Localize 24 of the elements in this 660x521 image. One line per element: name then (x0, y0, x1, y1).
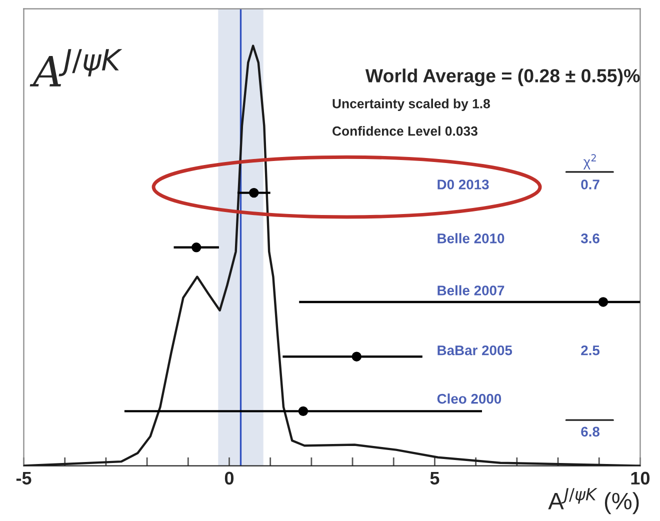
annotation: BaBar 2005 (438, 345, 512, 356)
x-tick-label: -5 (16, 472, 32, 485)
annotation: 3.6 (580, 233, 600, 244)
annotation: Confidence Level 0.033 (332, 126, 478, 136)
point (249, 188, 259, 198)
annotation: Cleo 2000 (437, 394, 502, 404)
annotation: Belle 2007 (438, 285, 504, 296)
x-tick-label: 0 (224, 472, 234, 485)
annotation: Belle 2010 (438, 233, 504, 244)
x-tick-label: 10 (631, 472, 650, 485)
annotation: χ$^{2}$ (583, 154, 596, 170)
annotation: 6.8 (581, 426, 600, 437)
point (192, 242, 202, 252)
annotation: 2.5 (581, 345, 600, 356)
annotation: A$^{J/ψK}$ (30, 49, 122, 86)
x-tick-label: 5 (430, 472, 440, 485)
point (298, 406, 308, 416)
annotation: 0.7 (581, 180, 600, 190)
x-axis-title: A$^{J/ψK}$ (%) (548, 488, 639, 514)
annotation: D0 2013 (438, 180, 489, 190)
point (598, 297, 608, 307)
annotation: World Average = (0.28 ± 0.55)% (365, 68, 640, 86)
annotation: Uncertainty scaled by 1.8 (332, 98, 490, 111)
point (352, 352, 362, 362)
